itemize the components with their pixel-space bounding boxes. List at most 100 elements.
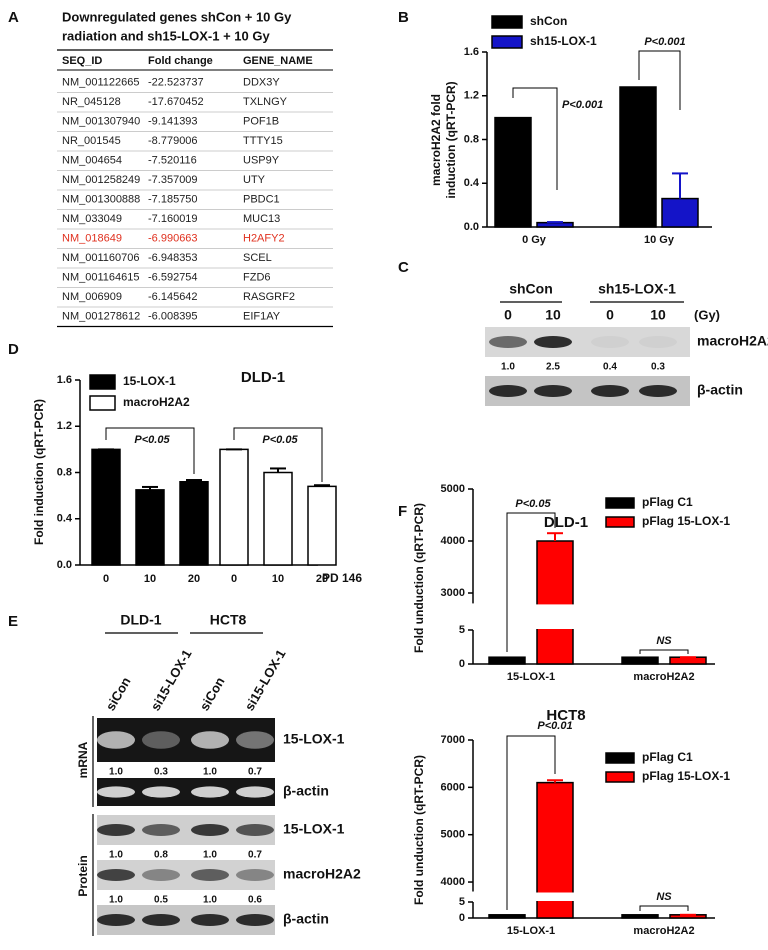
table-cell: SCEL — [243, 252, 272, 264]
quantification: 0.6 — [248, 895, 262, 906]
table-cell: NM_006909 — [62, 291, 122, 303]
x-tick-label: macroH2A2 — [633, 925, 694, 937]
row-label: β-actin — [697, 382, 743, 398]
legend-swatch — [605, 771, 635, 783]
bar — [219, 448, 249, 566]
y-tick-label: 6000 — [441, 781, 465, 793]
bar — [619, 86, 657, 228]
table-cell: NM_001307940 — [62, 115, 140, 127]
table-cell: -17.670452 — [148, 96, 204, 108]
significance-bracket — [512, 87, 558, 190]
legend-swatch — [605, 752, 635, 764]
y-tick-label: 0.8 — [57, 466, 72, 478]
quantification: 1.0 — [501, 362, 515, 373]
y-axis-label: Fold unduction (qRT-PCR) — [412, 755, 426, 905]
panel-label: E — [8, 613, 18, 630]
annotation: NS — [656, 635, 672, 647]
table-cell: EIF1AY — [243, 310, 281, 322]
table-cell: NR_001545 — [62, 135, 121, 147]
band — [236, 869, 274, 881]
y-tick-label: 5 — [459, 896, 465, 908]
lane-label: 10 — [650, 307, 666, 323]
quantification: 0.8 — [154, 850, 168, 861]
y-tick-label: 1.2 — [57, 420, 72, 432]
legend-label: pFlag C1 — [642, 750, 693, 764]
table-cell: -8.779006 — [148, 135, 198, 147]
table-cell: NM_001300888 — [62, 193, 140, 205]
x-tick-label: macroH2A2 — [633, 671, 694, 683]
lane-label: si15-LOX-1 — [148, 647, 195, 713]
significance-bracket — [506, 512, 556, 652]
band — [534, 385, 572, 397]
band — [534, 336, 572, 348]
table-cell: -6.990663 — [148, 232, 198, 244]
significance-bracket — [506, 735, 556, 910]
bar — [488, 656, 526, 665]
table-cell: -7.185750 — [148, 193, 198, 205]
y-axis-label: Fold unduction (qRT-PCR) — [412, 503, 426, 653]
band — [142, 824, 180, 836]
table-cell: -6.948353 — [148, 252, 198, 264]
y-tick-label: 1.6 — [464, 46, 479, 58]
legend-label: shCon — [530, 14, 567, 28]
table-cell: DDX3Y — [243, 76, 280, 88]
y-tick-label: 3000 — [441, 587, 465, 599]
lane-label: si15-LOX-1 — [242, 647, 289, 713]
table-cell: -6.008395 — [148, 310, 198, 322]
bar — [661, 197, 699, 228]
legend-label: 15-LOX-1 — [123, 374, 176, 388]
chart-title: HCT8 — [546, 707, 585, 724]
bar — [494, 116, 532, 228]
row-label: β-actin — [283, 783, 329, 799]
lane-label: siCon — [103, 674, 134, 713]
band — [639, 336, 677, 348]
band — [591, 385, 629, 397]
panel-label: F — [398, 503, 407, 520]
table-cell: NM_001164615 — [62, 271, 139, 283]
table-cell: NM_033049 — [62, 213, 122, 225]
band — [97, 914, 135, 926]
annotation: P<0.001 — [562, 99, 603, 111]
bar — [621, 656, 659, 665]
table-cell: -22.523737 — [148, 76, 204, 88]
table-cell: RASGRF2 — [243, 291, 295, 303]
chart-title: DLD-1 — [241, 369, 285, 386]
table-cell: -6.145642 — [148, 291, 198, 303]
y-tick-label: 0 — [459, 912, 465, 924]
table-cell: -6.592754 — [148, 271, 198, 283]
x-axis-label: PD 146 — [322, 571, 362, 585]
section-label: mRNA — [76, 741, 90, 778]
table-cell: NM_004654 — [62, 154, 122, 166]
quantification: 1.0 — [203, 767, 217, 778]
band — [97, 731, 135, 749]
y-axis-label: macroH2A2 fold — [429, 94, 443, 186]
table-cell: NM_001278612 — [62, 310, 140, 322]
axis-break-gap — [535, 604, 575, 629]
quantification: 1.0 — [203, 850, 217, 861]
band — [191, 786, 229, 798]
quantification: 2.5 — [546, 362, 560, 373]
y-tick-label: 7000 — [441, 734, 465, 746]
y-tick-label: 0.4 — [57, 513, 73, 525]
bar — [179, 481, 209, 566]
x-tick-label: 10 Gy — [644, 234, 675, 246]
significance-bracket — [639, 649, 689, 654]
row-label: 15-LOX-1 — [283, 731, 345, 747]
lane-label: 10 — [545, 307, 561, 323]
annotation: P<0.01 — [537, 720, 572, 732]
quantification: 0.4 — [603, 362, 617, 373]
table-cell: NM_001258249 — [62, 174, 140, 186]
cell-line-label: HCT8 — [210, 612, 247, 628]
x-tick-label: 0 — [231, 573, 237, 585]
column-header: SEQ_ID — [62, 55, 102, 67]
quantification: 1.0 — [109, 895, 123, 906]
unit-label: (Gy) — [694, 307, 720, 322]
chart-title: DLD-1 — [544, 514, 588, 531]
table-cell: TXLNGY — [243, 96, 288, 108]
y-tick-label: 4000 — [441, 535, 465, 547]
table-title: radiation and sh15-LOX-1 + 10 Gy — [62, 28, 270, 43]
significance-bracket — [638, 50, 681, 110]
x-tick-label: 10 — [144, 573, 156, 585]
bar — [536, 540, 574, 665]
legend-swatch — [491, 35, 523, 49]
